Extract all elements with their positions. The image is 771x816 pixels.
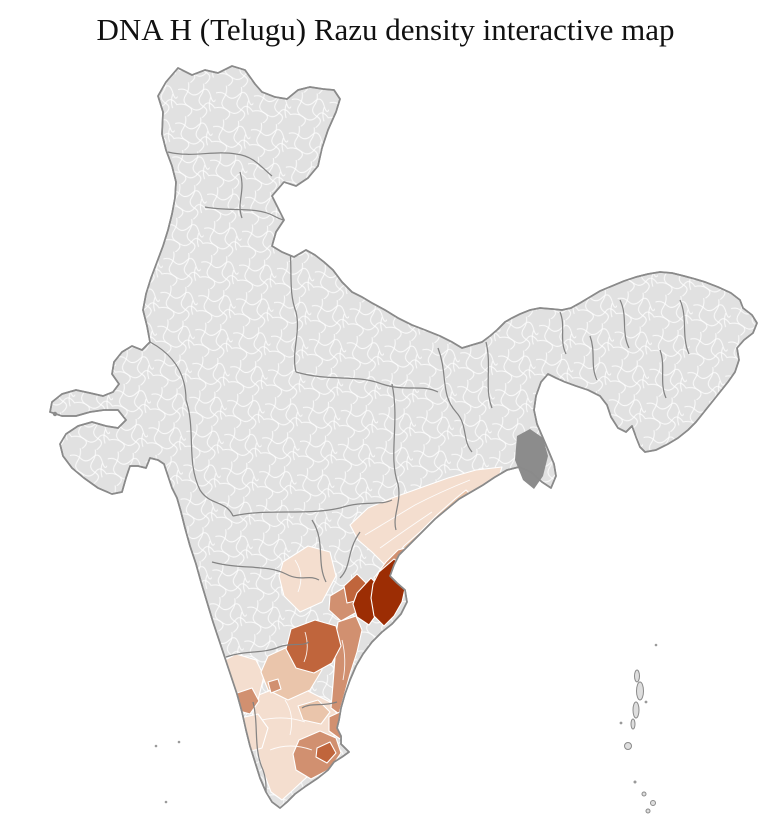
western-islet <box>52 411 58 417</box>
far-south-core-spot[interactable] <box>315 741 337 764</box>
district-boundaries-layer <box>50 66 757 808</box>
interior-plateau-patch[interactable] <box>278 545 337 613</box>
page-title: DNA H (Telugu) Razu density interactive … <box>96 12 675 47</box>
plateau-city-small[interactable] <box>267 678 282 694</box>
lakshadweep-islands <box>154 740 181 804</box>
inland-basin-large[interactable] <box>285 619 342 674</box>
delta-no-data-region[interactable] <box>515 429 548 489</box>
district-lines-over-colored <box>261 479 471 751</box>
andaman-nicobar-islands <box>619 643 658 814</box>
